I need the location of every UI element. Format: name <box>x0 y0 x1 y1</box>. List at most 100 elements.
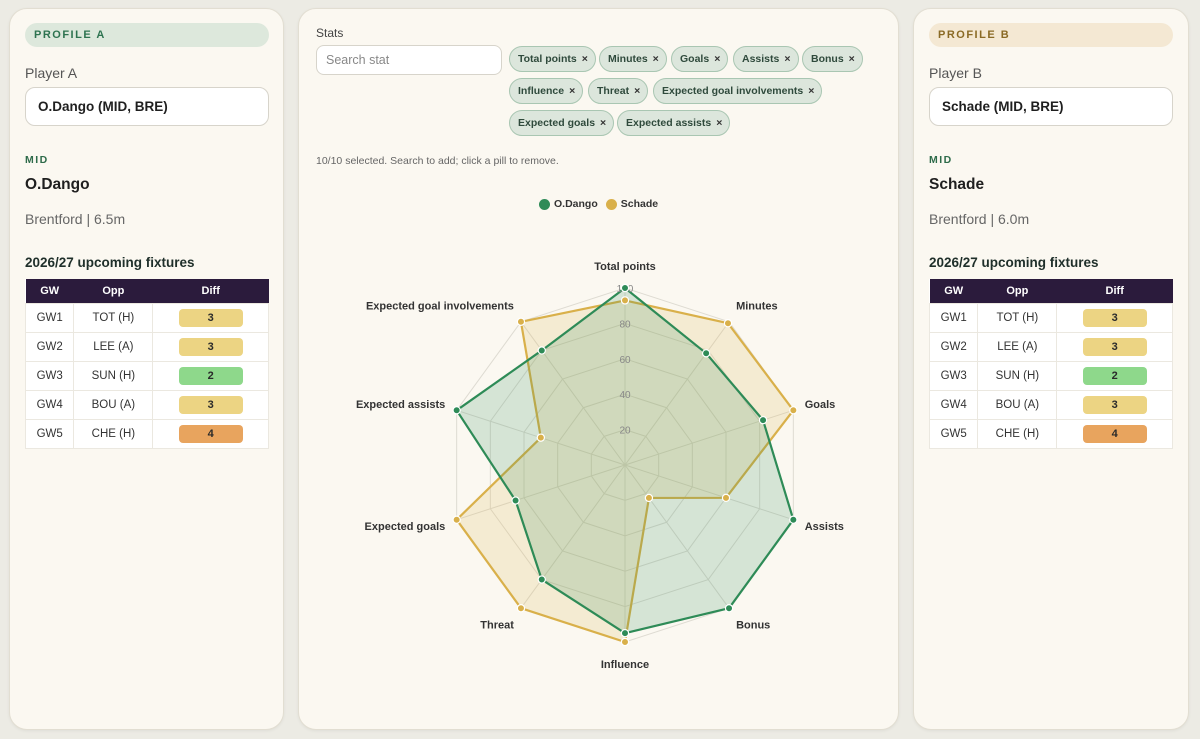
remove-icon: × <box>634 85 641 97</box>
player-b-panel: PROFILE B Player B Schade (MID, BRE) MID… <box>913 8 1189 730</box>
diff-header: Diff <box>152 279 269 303</box>
pill-label: Goals <box>680 53 710 65</box>
stat-pill-bonus[interactable]: Bonus × <box>802 46 863 72</box>
player-b-position: MID <box>929 154 953 166</box>
diff-cell: 3 <box>1056 302 1173 333</box>
diff-cell: 3 <box>152 389 269 420</box>
data-point-a <box>724 603 734 613</box>
player-a-position: MID <box>25 154 49 166</box>
gw-header: GW <box>929 279 978 303</box>
data-point-b <box>620 637 630 647</box>
player-a-label: Player A <box>25 65 78 81</box>
difficulty-badge: 3 <box>1082 337 1147 356</box>
difficulty-badge: 3 <box>178 395 243 414</box>
pill-label: Influence <box>518 85 565 97</box>
player-a-select[interactable]: O.Dango (MID, BRE) <box>25 87 269 126</box>
legend-item-a[interactable]: O.Dango <box>539 198 598 210</box>
player-b-select[interactable]: Schade (MID, BRE) <box>929 87 1173 126</box>
pill-label: Expected goal involvements <box>662 85 804 97</box>
diff-cell: 3 <box>1056 389 1173 420</box>
pill-label: Assists <box>742 53 780 65</box>
data-point-a <box>511 496 520 505</box>
grid-spoke <box>456 464 626 521</box>
diff-cell: 3 <box>1056 331 1173 362</box>
table-row: GW2 LEE (A) 3 <box>24 331 269 362</box>
table-row: GW1 TOT (H) 3 <box>928 302 1173 333</box>
pill-label: Bonus <box>811 53 844 65</box>
grid-spoke <box>520 464 626 609</box>
gw-cell: GW4 <box>928 389 979 420</box>
stat-pill-expected-goals[interactable]: Expected goals × <box>509 110 615 136</box>
profile-a-badge: PROFILE A <box>25 23 269 47</box>
fixtures-header-row: GW Opp Diff <box>25 279 269 303</box>
difficulty-badge: 2 <box>178 366 243 385</box>
stats-comparison-panel: Stats Total points × Minutes × Goals × Assi… <box>298 8 899 730</box>
table-row: GW1 TOT (H) 3 <box>24 302 269 333</box>
stat-pill-expected-goal-involvements[interactable]: Expected goal involvements × <box>653 78 823 104</box>
selection-hint: 10/10 selected. Search to add; click a p… <box>316 155 559 167</box>
category-label: Expected goal involvements <box>366 301 514 313</box>
difficulty-badge: 3 <box>1082 395 1147 414</box>
tick-label: 80 <box>619 319 631 330</box>
stat-pill-expected-assists[interactable]: Expected assists × <box>617 110 731 136</box>
pill-label: Expected goals <box>518 117 596 129</box>
table-row: GW3 SUN (H) 2 <box>24 360 269 391</box>
legend-item-b[interactable]: Schade <box>605 198 658 210</box>
difficulty-badge: 4 <box>1082 424 1147 443</box>
remove-icon: × <box>716 117 723 129</box>
diff-cell: 4 <box>152 418 269 449</box>
data-point-b <box>723 319 733 328</box>
stat-pill-minutes[interactable]: Minutes × <box>599 46 667 72</box>
chart-legend: O.Dango Schade <box>539 198 666 210</box>
opp-cell: SUN (H) <box>73 360 154 391</box>
player-a-fixtures-title: 2026/27 upcoming fixtures <box>25 255 195 270</box>
diff-header: Diff <box>1056 279 1173 303</box>
table-row: GW5 CHE (H) 4 <box>928 418 1173 449</box>
data-point-a <box>701 349 711 358</box>
table-row: GW4 BOU (A) 3 <box>928 389 1173 420</box>
stat-pill-threat[interactable]: Threat × <box>588 78 649 104</box>
data-point-b <box>721 493 731 503</box>
data-point-b <box>516 603 526 613</box>
opp-cell: CHE (H) <box>977 418 1058 449</box>
data-point-b <box>452 515 461 524</box>
pill-label: Minutes <box>608 53 648 65</box>
remove-icon: × <box>848 53 855 65</box>
stat-pill-influence[interactable]: Influence × <box>509 78 584 104</box>
data-point-b <box>536 433 546 442</box>
data-point-b <box>620 296 630 305</box>
opp-cell: SUN (H) <box>977 360 1058 391</box>
player-b-fixtures-title: 2026/27 upcoming fixtures <box>929 255 1099 270</box>
remove-icon: × <box>784 53 791 65</box>
opp-cell: LEE (A) <box>73 331 154 362</box>
player-a-club-price: Brentford | 6.5m <box>25 211 126 227</box>
legend-swatch-a <box>539 198 550 210</box>
profile-b-badge: PROFILE B <box>929 23 1173 47</box>
remove-icon: × <box>652 53 659 65</box>
data-point-a <box>758 415 768 425</box>
legend-swatch-b <box>605 198 617 210</box>
opp-cell: TOT (H) <box>977 302 1058 333</box>
stat-pill-assists[interactable]: Assists × <box>733 46 799 72</box>
stat-pill-total-points[interactable]: Total points × <box>509 46 596 72</box>
data-point-b <box>789 406 798 415</box>
gw-cell: GW3 <box>928 360 979 391</box>
category-label: Assists <box>805 521 844 533</box>
gw-cell: GW5 <box>24 418 75 449</box>
data-point-a <box>452 406 461 415</box>
category-label: Total points <box>594 261 656 273</box>
diff-cell: 3 <box>152 302 269 333</box>
difficulty-badge: 3 <box>1082 308 1147 327</box>
opp-header: Opp <box>977 279 1057 303</box>
player-b-club-price: Brentford | 6.0m <box>929 211 1030 227</box>
player-b-fixtures-table: GW Opp Diff GW1 TOT (H) 3 GW2 LEE (A) 3 … <box>928 279 1173 449</box>
gw-header: GW <box>25 279 74 303</box>
category-label: Influence <box>601 659 649 671</box>
opp-cell: CHE (H) <box>73 418 154 449</box>
stat-search-input[interactable] <box>316 45 502 75</box>
diff-cell: 4 <box>1056 418 1173 449</box>
category-label: Minutes <box>736 301 778 313</box>
grid-spoke <box>624 464 794 521</box>
stat-pill-goals[interactable]: Goals × <box>671 46 729 72</box>
player-a-panel: PROFILE A Player A O.Dango (MID, BRE) MI… <box>9 8 284 730</box>
